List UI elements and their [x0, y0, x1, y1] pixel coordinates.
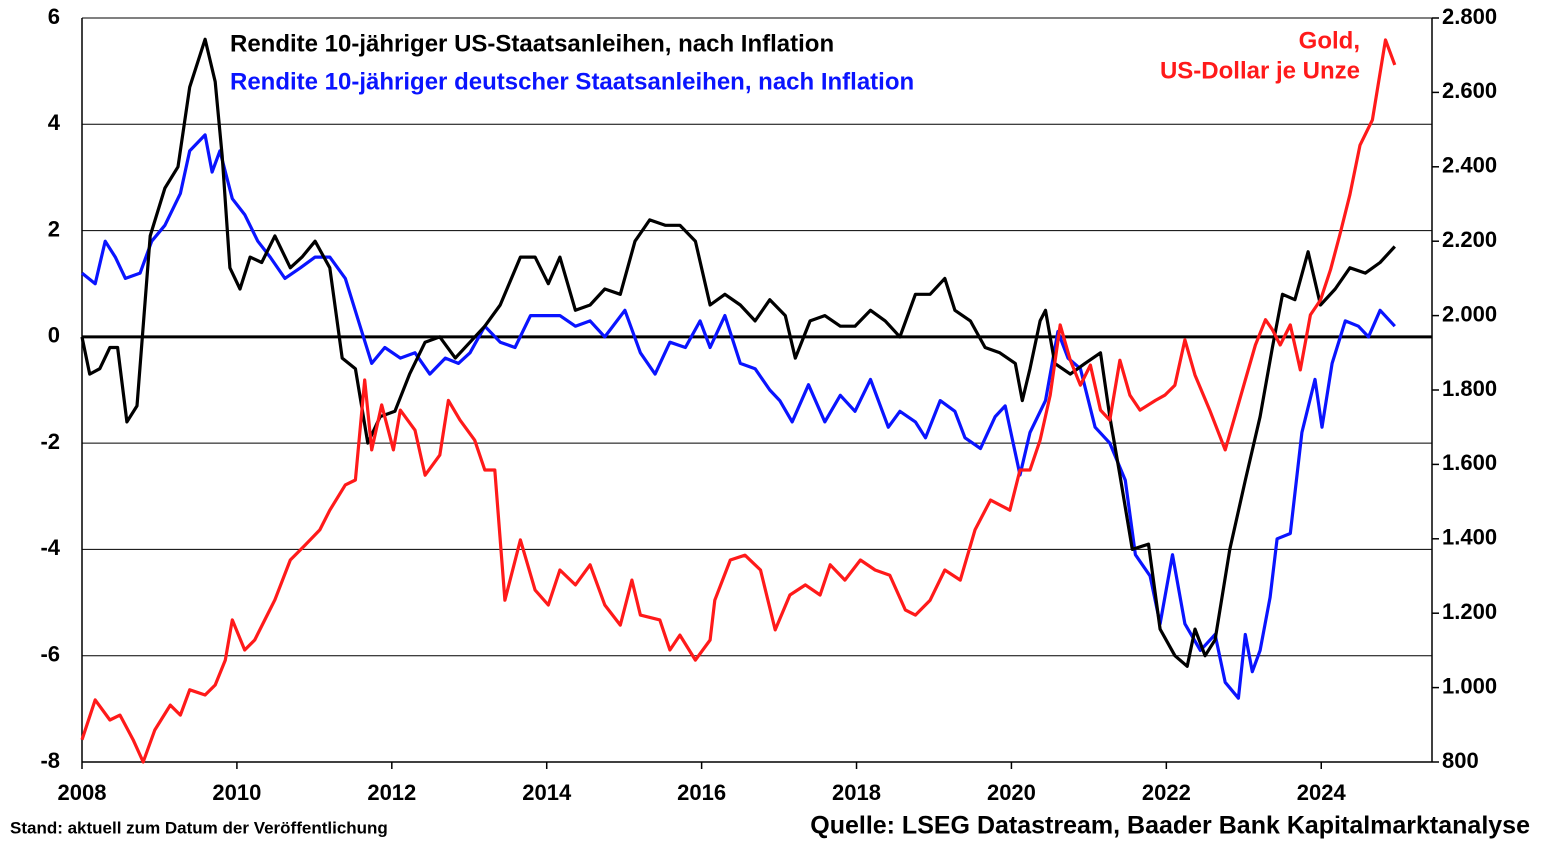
- x-tick-label: 2016: [677, 780, 726, 805]
- y2-tick-label: 2.400: [1442, 153, 1497, 178]
- y-tick-label: -2: [40, 429, 60, 454]
- legend-label: Gold,: [1299, 27, 1360, 54]
- y2-tick-label: 2.000: [1442, 301, 1497, 326]
- x-tick-label: 2012: [367, 780, 416, 805]
- y-tick-label: -8: [40, 748, 60, 773]
- y2-tick-label: 1.400: [1442, 525, 1497, 550]
- y2-tick-label: 2.200: [1442, 227, 1497, 252]
- legend-label: US-Dollar je Unze: [1160, 57, 1360, 84]
- x-tick-label: 2018: [832, 780, 881, 805]
- x-tick-label: 2010: [212, 780, 261, 805]
- y2-tick-label: 1.800: [1442, 376, 1497, 401]
- footer-source: Quelle: LSEG Datastream, Baader Bank Kap…: [810, 812, 1530, 840]
- series-line: [80, 133, 1396, 700]
- y2-tick-label: 1.600: [1442, 450, 1497, 475]
- legend-label: Rendite 10-jähriger US-Staatsanleihen, n…: [230, 30, 834, 57]
- y-tick-label: 6: [48, 4, 60, 29]
- y2-tick-label: 2.800: [1442, 4, 1497, 29]
- series-line: [80, 38, 1397, 764]
- y2-tick-label: 2.600: [1442, 78, 1497, 103]
- footer-note: Stand: aktuell zum Datum der Veröffentli…: [10, 818, 388, 837]
- y-tick-label: 0: [48, 323, 60, 348]
- y-tick-label: 4: [48, 110, 61, 135]
- y-tick-label: 2: [48, 216, 60, 241]
- y-tick-label: -4: [40, 535, 60, 560]
- x-tick-label: 2008: [58, 780, 107, 805]
- x-tick-label: 2014: [522, 780, 572, 805]
- series-line: [80, 37, 1396, 668]
- y2-tick-label: 800: [1442, 748, 1479, 773]
- x-tick-label: 2020: [987, 780, 1036, 805]
- y2-tick-label: 1.000: [1442, 673, 1497, 698]
- y2-tick-label: 1.200: [1442, 599, 1497, 624]
- y-tick-label: -6: [40, 642, 60, 667]
- x-tick-label: 2024: [1297, 780, 1347, 805]
- legend-label: Rendite 10-jähriger deutscher Staatsanle…: [230, 68, 914, 95]
- x-tick-label: 2022: [1142, 780, 1191, 805]
